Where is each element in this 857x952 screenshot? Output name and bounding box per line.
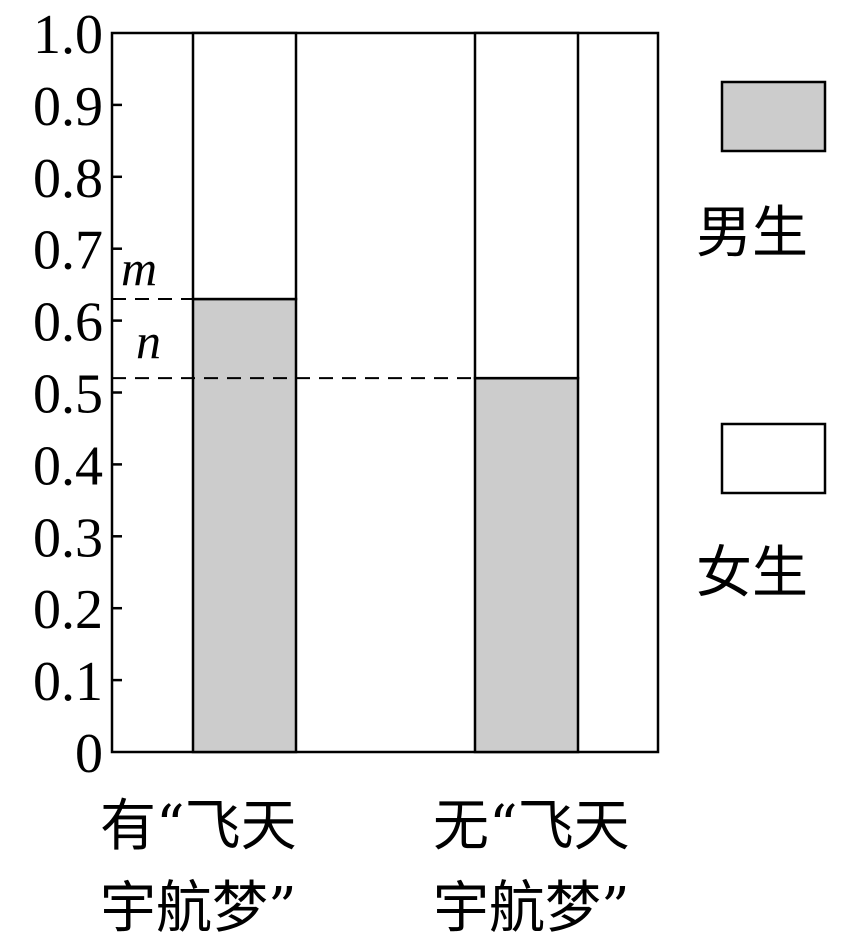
y-tick-label: 0.6 <box>33 292 103 354</box>
y-tick-label: 1.0 <box>33 4 103 66</box>
y-tick-label: 0.5 <box>33 364 103 426</box>
bars-group <box>191 31 580 754</box>
y-tick-label: 0.2 <box>33 579 103 641</box>
legend-swatch-1 <box>720 80 827 153</box>
y-tick-label: 0.9 <box>33 76 103 138</box>
y-tick-label: 0.7 <box>33 220 103 282</box>
annotation-label-m: m <box>121 240 157 296</box>
y-axis-ticks: 0 0.1 0.2 0.3 0.4 0.5 0.6 0.7 0.8 0.9 1.0 <box>33 4 122 785</box>
bar-female-1 <box>191 31 298 301</box>
annotations-group: mn <box>112 240 475 380</box>
x-category-label-2: 宇航梦” <box>433 876 630 941</box>
y-tick-label: 0.1 <box>33 651 103 713</box>
legend-swatch-2 <box>720 422 827 495</box>
legend-label-2: 女生 <box>696 541 808 606</box>
y-tick-label: 0.3 <box>33 507 103 569</box>
x-category-label-1: 有“飞天 <box>100 794 297 859</box>
bar-male-2 <box>473 376 580 754</box>
legend-label-1: 男生 <box>696 201 808 266</box>
y-tick-label: 0.8 <box>33 148 103 210</box>
annotation-label-n: n <box>136 313 161 369</box>
y-tick-label: 0 <box>75 723 103 785</box>
x-category-label-2: 无“飞天 <box>433 794 630 859</box>
y-tick-label: 0.4 <box>33 435 103 497</box>
bar-male-1 <box>191 297 298 754</box>
x-category-label-1: 宇航梦” <box>100 876 297 941</box>
bar-female-2 <box>473 31 580 380</box>
